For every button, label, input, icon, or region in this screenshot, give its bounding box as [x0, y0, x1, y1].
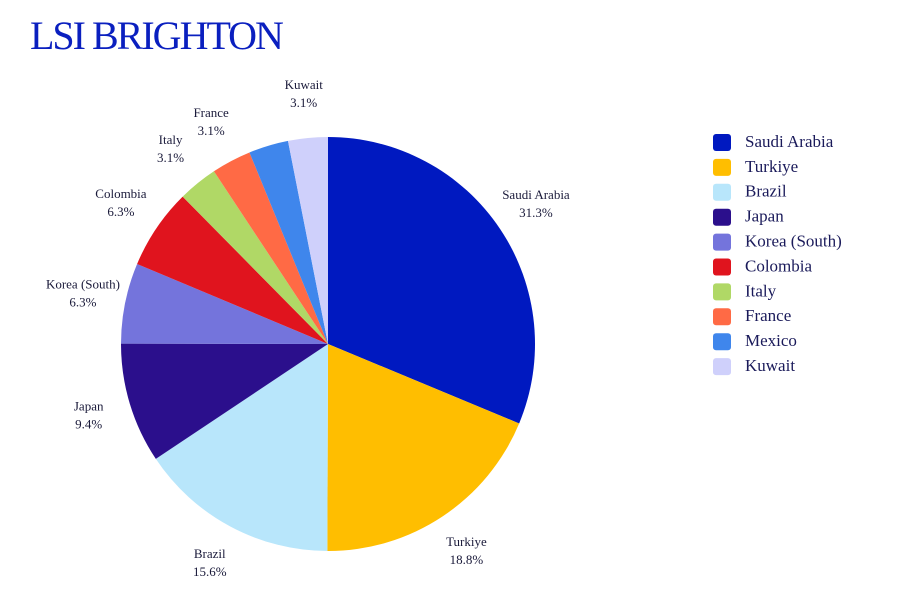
legend-label: Kuwait — [745, 356, 795, 375]
slice-label: Japan — [74, 398, 104, 413]
legend-label: Brazil — [745, 182, 787, 201]
slice-value: 6.3% — [107, 204, 134, 219]
slice-value: 3.1% — [157, 150, 184, 165]
slice-value: 3.1% — [290, 95, 317, 110]
pie-slice — [328, 137, 535, 424]
slice-label: Kuwait — [285, 77, 324, 92]
legend-swatch — [713, 283, 731, 301]
slice-value: 18.8% — [450, 552, 484, 567]
legend-swatch — [713, 158, 731, 176]
legend-label: Mexico — [745, 331, 797, 350]
legend-swatch — [713, 208, 731, 226]
slice-label: Turkiye — [446, 534, 487, 549]
slice-value: 9.4% — [75, 416, 102, 431]
pie-slice — [249, 140, 328, 344]
slice-value: 15.6% — [193, 564, 227, 579]
legend-swatch — [713, 134, 731, 151]
slice-value: 3.1% — [198, 123, 225, 138]
slice-label: Korea (South) — [46, 276, 120, 291]
legend-swatch — [713, 333, 731, 351]
legend-swatch — [713, 183, 731, 201]
slice-label: Saudi Arabia — [502, 187, 570, 202]
pie-slice — [121, 343, 328, 459]
legend-label: Colombia — [745, 256, 813, 275]
slice-value: 6.3% — [69, 294, 96, 309]
pie-slice — [137, 196, 328, 344]
pie-slice — [327, 344, 520, 551]
legend-swatch — [713, 233, 731, 251]
slice-label: Colombia — [95, 186, 147, 201]
legend-label: Saudi Arabia — [745, 132, 834, 151]
legend-label: Turkiye — [745, 157, 798, 176]
slice-label: Brazil — [194, 546, 226, 561]
legend-swatch — [713, 308, 731, 326]
legend-label: Japan — [745, 207, 784, 226]
legend-label: France — [745, 306, 791, 325]
legend-label: Korea (South) — [745, 232, 842, 251]
legend-label: Italy — [745, 281, 777, 300]
slice-label: Italy — [159, 132, 183, 147]
legend-swatch — [713, 258, 731, 276]
chart-title: LSI BRIGHTON — [30, 13, 283, 58]
pie-slice — [213, 152, 328, 344]
legend-swatch — [713, 358, 731, 376]
slice-value: 31.3% — [519, 205, 553, 220]
pie-slice — [287, 137, 328, 344]
pie-slice — [121, 263, 329, 344]
pie-slice — [155, 344, 328, 551]
slice-label: France — [193, 105, 229, 120]
pie-slice — [182, 171, 328, 344]
